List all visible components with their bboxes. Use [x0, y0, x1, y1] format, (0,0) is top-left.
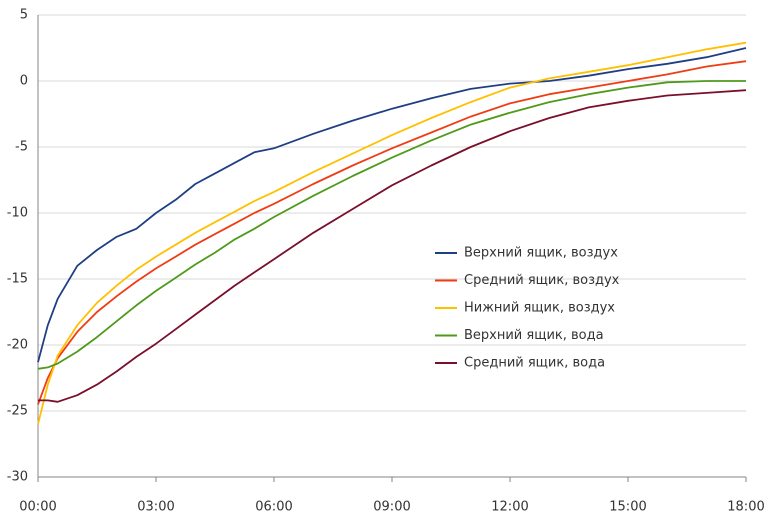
x-tick-label: 15:00 [609, 500, 646, 515]
y-tick-label: -30 [7, 470, 28, 485]
x-tick-label: 03:00 [137, 500, 174, 515]
x-tick-label: 00:00 [19, 500, 56, 515]
y-tick-label: -25 [7, 404, 28, 419]
legend-label: Верхний ящик, воздух [464, 246, 618, 261]
y-tick-label: -10 [7, 206, 28, 221]
legend-label: Нижний ящик, воздух [464, 301, 615, 316]
x-tick-label: 09:00 [373, 500, 410, 515]
y-tick-label: -20 [7, 338, 28, 353]
legend-label: Верхний ящик, вода [464, 328, 604, 343]
y-tick-label: 5 [20, 8, 28, 23]
series-line [37, 41, 747, 425]
legend-label: Средний ящик, вода [464, 356, 605, 371]
x-tick-label: 06:00 [255, 500, 292, 515]
y-tick-label: -15 [7, 272, 28, 287]
x-tick-label: 18:00 [727, 500, 764, 515]
series-line [37, 60, 747, 405]
y-tick-label: -5 [15, 140, 28, 155]
x-tick-label: 12:00 [491, 500, 528, 515]
series-line [37, 80, 746, 370]
y-tick-label: 0 [20, 74, 28, 89]
series-line [38, 89, 747, 403]
legend-label: Средний ящик, воздух [464, 273, 620, 288]
series-line [37, 47, 747, 363]
